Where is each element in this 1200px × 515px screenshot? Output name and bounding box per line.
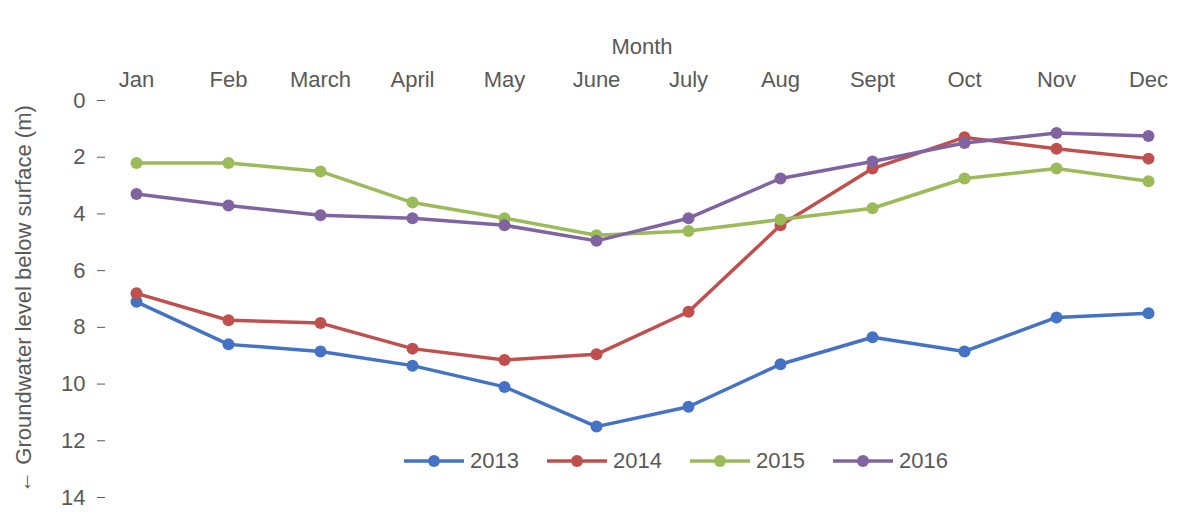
svg-text:Sept: Sept bbox=[850, 67, 895, 92]
svg-text:Month: Month bbox=[611, 34, 672, 59]
html-text:2016: 2016 bbox=[899, 448, 948, 473]
svg-text:14: 14 bbox=[61, 485, 85, 510]
svg-text:Dec: Dec bbox=[1129, 67, 1168, 92]
svg-text:July: July bbox=[669, 67, 708, 92]
svg-text:4: 4 bbox=[73, 201, 85, 226]
svg-text:6: 6 bbox=[73, 258, 85, 283]
svg-text:Nov: Nov bbox=[1037, 67, 1076, 92]
svg-text:May: May bbox=[484, 67, 526, 92]
svg-text:← Groundwater level below surf: ← Groundwater level below surface (m) bbox=[11, 105, 36, 493]
html-text:2015: 2015 bbox=[756, 448, 805, 473]
svg-text:12: 12 bbox=[61, 428, 85, 453]
svg-text:Jan: Jan bbox=[119, 67, 154, 92]
svg-text:April: April bbox=[390, 67, 434, 92]
svg-text:10: 10 bbox=[61, 371, 85, 396]
html-text:2014: 2014 bbox=[613, 448, 662, 473]
svg-text:Feb: Feb bbox=[210, 67, 248, 92]
svg-text:Oct: Oct bbox=[947, 67, 981, 92]
svg-text:0: 0 bbox=[73, 88, 85, 113]
svg-text:8: 8 bbox=[73, 314, 85, 339]
svg-text:2: 2 bbox=[73, 144, 85, 169]
html-text:2013: 2013 bbox=[470, 448, 519, 473]
svg-text:June: June bbox=[573, 67, 621, 92]
svg-text:March: March bbox=[290, 67, 351, 92]
svg-text:Aug: Aug bbox=[761, 67, 800, 92]
